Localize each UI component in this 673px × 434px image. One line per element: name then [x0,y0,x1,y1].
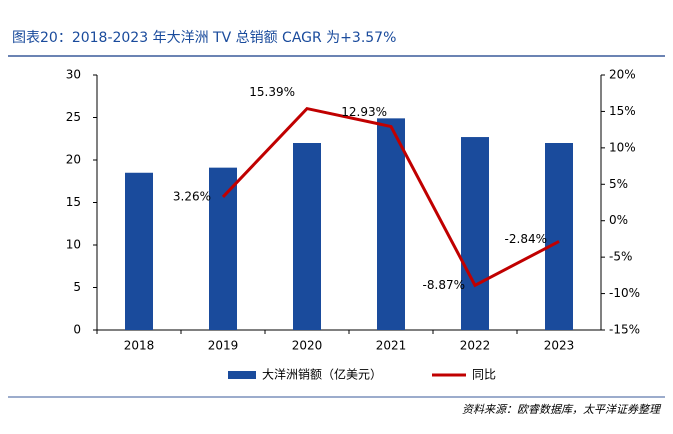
x-tick-label: 2021 [376,339,407,353]
bar [293,143,321,330]
value-label: 3.26% [173,189,211,203]
x-tick-label: 2022 [460,339,491,353]
chart-title: 图表20：2018-2023 年大洋洲 TV 总销额 CAGR 为+3.57% [12,30,396,46]
x-tick-label: 2018 [124,339,155,353]
y-tick-label: 10 [66,238,81,252]
bar [125,172,153,330]
value-label: 12.93% [341,105,387,119]
y-tick-label: 5 [73,280,81,294]
y2-tick-label: 0% [609,213,628,227]
y2-tick-label: -10% [609,286,640,300]
y2-tick-label: 5% [609,177,628,191]
x-tick-label: 2019 [208,339,239,353]
line [221,106,560,288]
y-tick-label: 25 [66,110,81,124]
value-label: 15.39% [249,85,295,99]
value-label: -8.87% [423,278,465,292]
bar [377,118,405,330]
legend-swatch [228,371,256,379]
bar [461,137,489,330]
source: 资料来源：欧睿数据库，太平洋证券整理 [462,403,662,416]
x-tick-label: 2023 [544,339,575,353]
y2-tick-label: -15% [609,323,640,337]
y-tick-label: 30 [66,68,81,82]
bar [209,167,237,330]
y-tick-label: 15 [66,195,81,209]
y-tick-label: 0 [73,323,81,337]
bar [545,143,573,330]
x-tick-label: 2020 [292,339,323,353]
y2-tick-label: 20% [609,68,636,82]
y2-tick-label: 15% [609,104,636,118]
y2-tick-label: 10% [609,140,636,154]
legend-label: 大洋洲销额（亿美元） [262,367,382,382]
value-label: -2.84% [505,232,547,246]
y2-tick-label: -5% [609,250,632,264]
y-tick-label: 20 [66,153,81,167]
legend-label: 同比 [472,368,496,382]
